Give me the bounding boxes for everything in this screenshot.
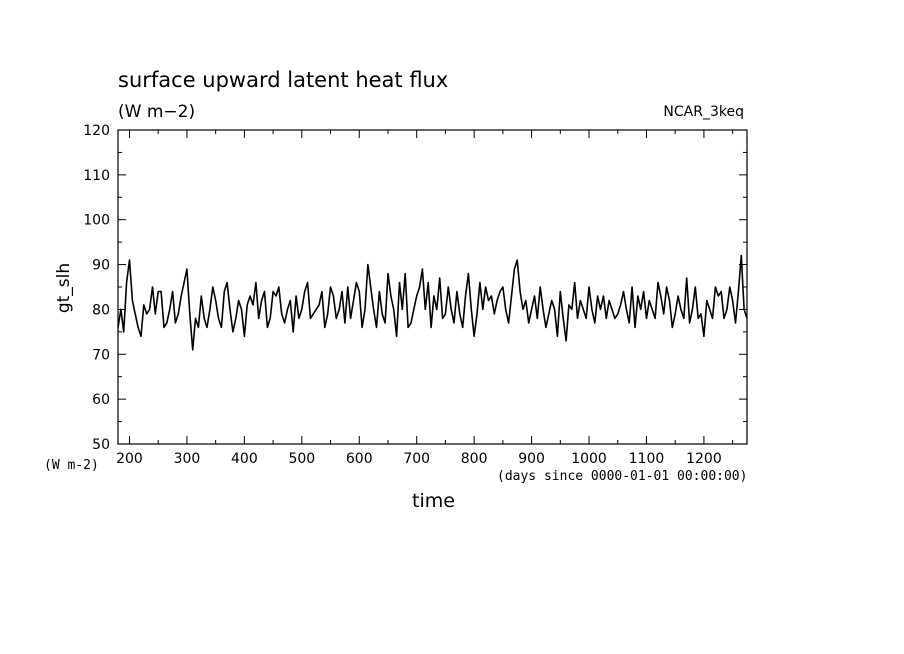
x-tick-label: 1000 [571, 451, 607, 467]
y-tick-label: 110 [83, 168, 110, 184]
y-axis-units: (W m-2) [44, 458, 99, 473]
x-tick-label: 800 [461, 451, 488, 467]
chart-title: surface upward latent heat flux [118, 68, 449, 92]
chart-subtitle-units: (W m−2) [118, 102, 196, 122]
x-tick-label: 1100 [629, 451, 665, 467]
y-tick-label: 80 [92, 302, 110, 318]
x-tick-label: 900 [518, 451, 545, 467]
y-tick-label: 100 [83, 213, 110, 229]
y-tick-label: 50 [92, 437, 110, 453]
model-label: NCAR_3keq [663, 104, 744, 120]
x-tick-label: 600 [346, 451, 373, 467]
x-tick-label: 200 [116, 451, 143, 467]
x-tick-label: 400 [231, 451, 258, 467]
x-axis-units: (days since 0000-01-01 00:00:00) [497, 469, 748, 484]
x-axis-label: time [412, 490, 455, 512]
y-tick-label: 70 [92, 347, 110, 363]
x-tick-label: 700 [403, 451, 430, 467]
series-line [117, 254, 748, 351]
x-tick-label: 300 [174, 451, 201, 467]
x-tick-label: 1200 [686, 451, 722, 467]
y-tick-label: 120 [83, 123, 110, 139]
x-tick-label: 500 [288, 451, 315, 467]
y-tick-label: 60 [92, 392, 110, 408]
y-tick-label: 90 [92, 258, 110, 274]
